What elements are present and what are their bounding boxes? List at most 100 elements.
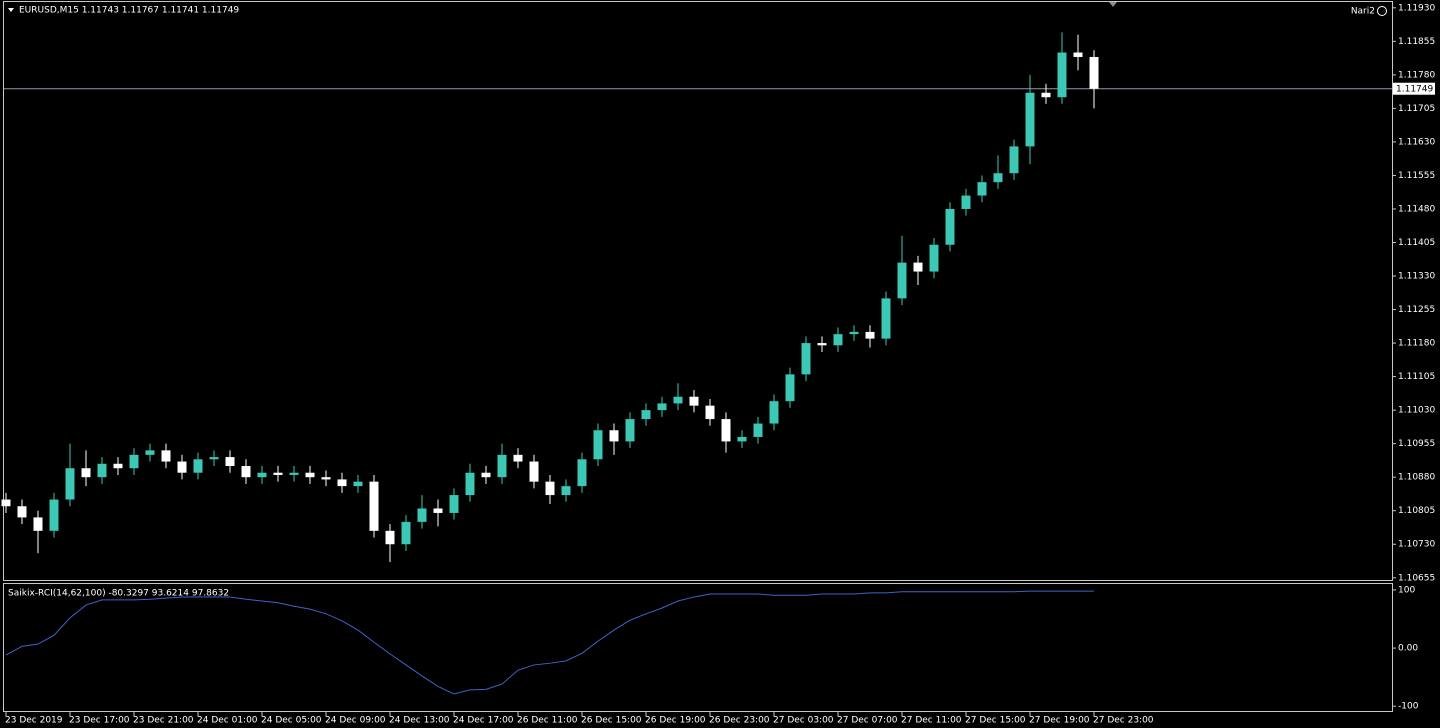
candle-body [273, 472, 283, 475]
candle-body [497, 454, 507, 478]
candle-body [577, 459, 587, 487]
y-tick-label: 100 [1398, 585, 1415, 595]
profile-name: Nari2 [1351, 7, 1375, 17]
y-tick-label: 1.11705 [1398, 104, 1435, 114]
candle-body [449, 495, 459, 513]
candle-body [81, 468, 91, 478]
candle-body [289, 472, 299, 475]
shift-marker [1109, 2, 1117, 7]
y-tick-label: 1.11780 [1398, 70, 1435, 80]
x-tick-label: 27 Dec 03:00 [773, 716, 834, 726]
candle-body [385, 530, 395, 545]
candle-body [465, 472, 475, 496]
candle-body [49, 499, 59, 531]
candle-body [17, 506, 27, 518]
y-tick-label: 1.11480 [1398, 204, 1435, 214]
candle-body [513, 454, 523, 462]
candle-body [849, 331, 859, 335]
candle-body [897, 262, 907, 299]
x-tick-label: 27 Dec 23:00 [1093, 716, 1154, 726]
candle-body [209, 457, 219, 460]
candle-body [177, 461, 187, 473]
candle-body [769, 401, 779, 424]
candle-body [721, 419, 731, 442]
x-tick-label: 23 Dec 2019 [5, 716, 63, 726]
candle-body [481, 472, 491, 478]
candle-body [161, 450, 171, 462]
candle-body [817, 343, 827, 346]
candle-body [561, 486, 571, 496]
candle-body [1009, 146, 1019, 174]
y-tick-label: 1.11930 [1398, 3, 1435, 13]
profile-icon[interactable] [1377, 6, 1387, 16]
candle-body [417, 508, 427, 522]
y-tick-label: 1.10955 [1398, 439, 1435, 449]
candle-body [657, 403, 667, 411]
candle-body [609, 430, 619, 442]
candle-body [1025, 92, 1035, 147]
candle-body [641, 410, 651, 420]
y-tick-label: 1.11555 [1398, 171, 1435, 181]
candle-body [961, 195, 971, 209]
x-tick-label: 27 Dec 15:00 [965, 716, 1026, 726]
candle-body [929, 244, 939, 272]
y-tick-label: 1.11030 [1398, 406, 1435, 416]
y-tick-label: 1.10805 [1398, 506, 1435, 516]
candle-body [305, 472, 315, 478]
y-tick-label: 1.11855 [1398, 37, 1435, 47]
candle-body [529, 461, 539, 482]
candle-body [193, 459, 203, 473]
candle-body [353, 481, 363, 487]
candle-body [369, 481, 379, 531]
candle-body [785, 374, 795, 402]
candle-body [705, 405, 715, 420]
x-tick-label: 27 Dec 07:00 [837, 716, 898, 726]
x-tick-label: 26 Dec 19:00 [645, 716, 706, 726]
x-tick-label: 26 Dec 15:00 [581, 716, 642, 726]
y-tick-label: 1.11180 [1398, 339, 1435, 349]
candle-body [689, 396, 699, 406]
candle-body [145, 450, 155, 455]
candle-body [801, 343, 811, 375]
x-tick-label: 26 Dec 11:00 [517, 716, 578, 726]
sub-frame [3, 583, 1393, 712]
main-frame [3, 1, 1393, 581]
candle-body [737, 436, 747, 442]
candle-body [97, 463, 107, 478]
indicator-title: Saikix-RCI(14,62,100) -80.3297 93.6214 9… [8, 589, 229, 599]
y-tick-label: 1.10730 [1398, 540, 1435, 550]
candle-body [241, 466, 251, 478]
candle-body [833, 334, 843, 346]
candle-body [753, 423, 763, 437]
x-tick-label: 24 Dec 09:00 [325, 716, 386, 726]
x-tick-label: 24 Dec 05:00 [261, 716, 322, 726]
menu-arrow[interactable] [8, 8, 14, 12]
indicator-line [5, 590, 1094, 695]
candle-body [129, 454, 139, 469]
x-tick-label: 23 Dec 21:00 [133, 716, 194, 726]
x-tick-label: 24 Dec 13:00 [389, 716, 450, 726]
candle-body [401, 521, 411, 545]
last-price-label: 1.11749 [1396, 85, 1433, 95]
candle-body [673, 396, 683, 404]
y-tick-label: 1.10880 [1398, 473, 1435, 483]
y-tick-label: 1.11405 [1398, 238, 1435, 248]
x-tick-label: 27 Dec 19:00 [1029, 716, 1090, 726]
candle-body [337, 479, 347, 487]
candle-body [593, 430, 603, 460]
candle-body [1057, 52, 1067, 98]
candle-body [113, 463, 123, 469]
x-tick-label: 23 Dec 17:00 [69, 716, 130, 726]
candle-body [1, 499, 11, 507]
candle-body [865, 331, 875, 339]
candle-body [1089, 56, 1099, 89]
y-tick-label: 1.11330 [1398, 272, 1435, 282]
candle-body [1073, 52, 1083, 57]
x-tick-label: 26 Dec 23:00 [709, 716, 770, 726]
candle-body [545, 481, 555, 496]
candle-body [1041, 92, 1051, 98]
candle-body [257, 472, 267, 478]
candle-body [625, 419, 635, 442]
